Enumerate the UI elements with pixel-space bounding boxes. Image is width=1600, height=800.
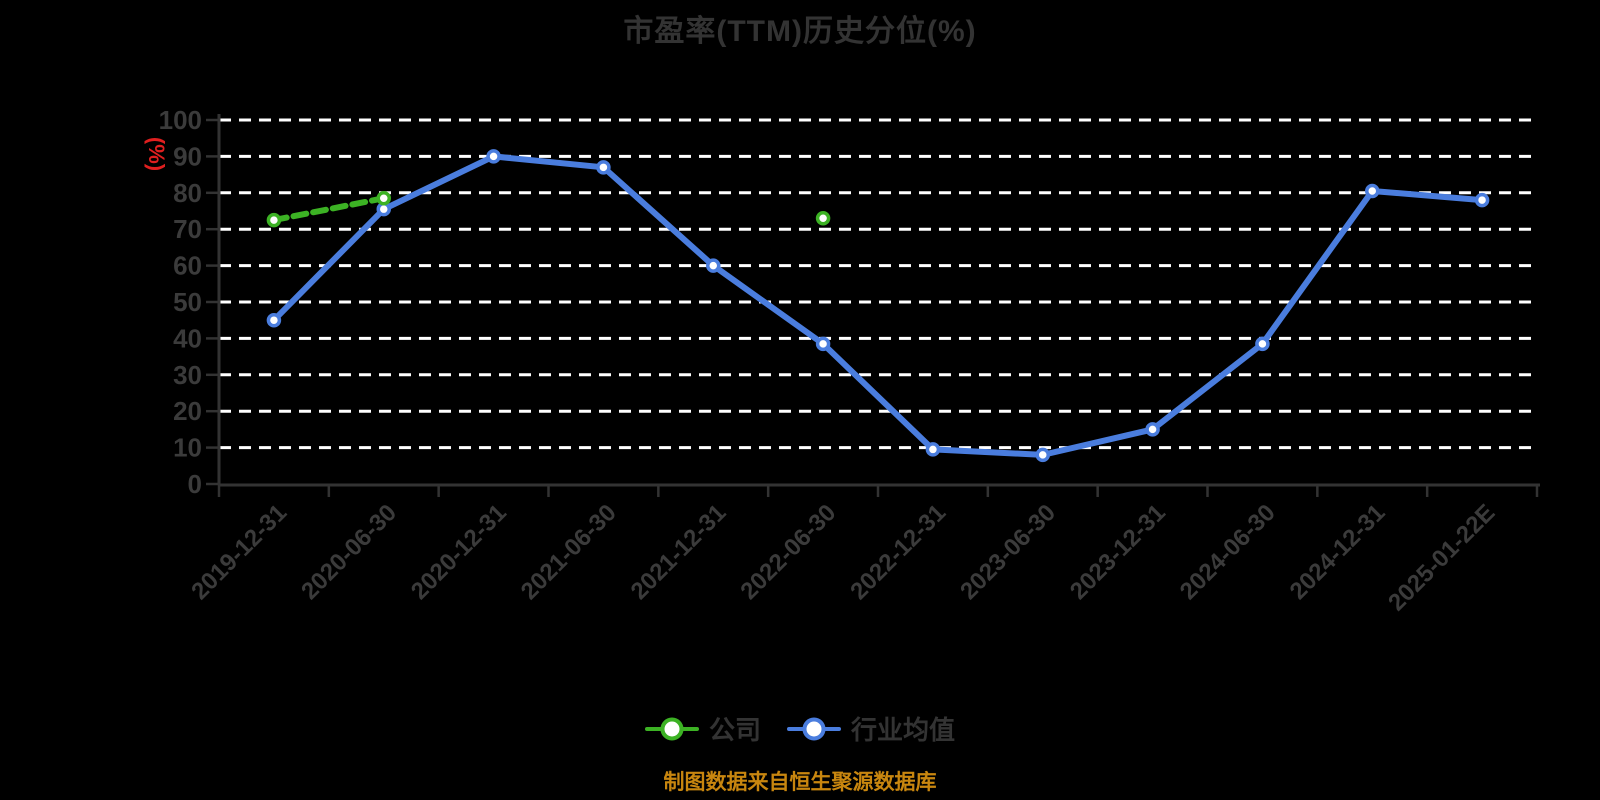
company-legend-marker-icon [644,716,699,742]
y-axis-tick-label: 10 [173,433,202,463]
plot-area: 0 10 20 30 40 50 60 70 80 90 100 2019-12-31 2020-06-… [159,105,1540,616]
x-axis-tick-label: 2024-06-30 [1175,499,1281,605]
x-axis-tick-label: 2024-12-31 [1285,499,1391,605]
legend-circle-icon [660,717,684,740]
x-axis-tick-label: 2021-12-31 [626,499,732,605]
industry-series-line [270,153,1486,458]
legend: 公司 行业均值 [0,710,1600,747]
x-axis-tick-label: 2020-12-31 [406,499,512,605]
legend-label-company: 公司 [708,715,761,745]
x-axis-tick-label: 2021-06-30 [516,499,622,605]
industry-data-point[interactable] [1145,422,1160,437]
y-axis-tick-label: 100 [159,105,202,135]
industry-data-point[interactable] [1474,192,1490,208]
x-axis-tick-label: 2023-06-30 [955,499,1061,605]
y-axis-tick-label: 60 [173,251,202,281]
x-axis-tick-label: 2025-01-22E [1383,499,1500,616]
y-axis-tick-label: 50 [173,287,202,317]
industry-data-point[interactable] [1255,336,1270,352]
company-series-line [270,195,387,224]
y-axis-tick-label: 80 [173,178,202,208]
company-data-point[interactable] [815,211,831,226]
x-axis-tick-label: 2023-12-31 [1065,499,1171,605]
legend-label-industry: 行业均值 [851,715,956,745]
industry-data-point[interactable] [1365,183,1380,199]
chart-title: 市盈率(TTM)历史分位(%) [623,15,977,48]
legend-item-industry[interactable]: 行业均值 [787,710,955,747]
industry-data-point[interactable] [596,160,611,175]
company-data-point[interactable] [376,191,391,206]
legend-circle-icon [802,717,826,740]
x-axis-tick-label: 2020-06-30 [296,499,402,605]
industry-data-point[interactable] [925,442,941,457]
industry-legend-marker-icon [787,716,841,742]
y-axis-tick-label: 70 [173,214,202,244]
y-axis-tick-label: 0 [188,469,202,499]
y-axis-tick-label: 30 [173,360,202,390]
x-axis-tick-label: 2019-12-31 [186,499,292,605]
industry-data-point[interactable] [815,336,831,352]
y-axis-tick-label: 20 [173,396,202,426]
data-source-note: 制图数据来自恒生聚源数据库 [663,771,937,794]
industry-data-point[interactable] [266,312,282,328]
company-data-point[interactable] [266,212,282,228]
y-axis-tick-label: 40 [173,323,202,353]
x-axis-tick-label: 2022-06-30 [735,499,841,605]
industry-data-point[interactable] [1035,447,1050,463]
industry-data-point[interactable] [706,258,721,273]
x-axis-tick-label: 2022-12-31 [845,499,951,605]
legend-item-company[interactable]: 公司 [644,710,761,747]
industry-data-point[interactable] [486,149,501,164]
y-axis-tick-label: 90 [173,141,202,171]
